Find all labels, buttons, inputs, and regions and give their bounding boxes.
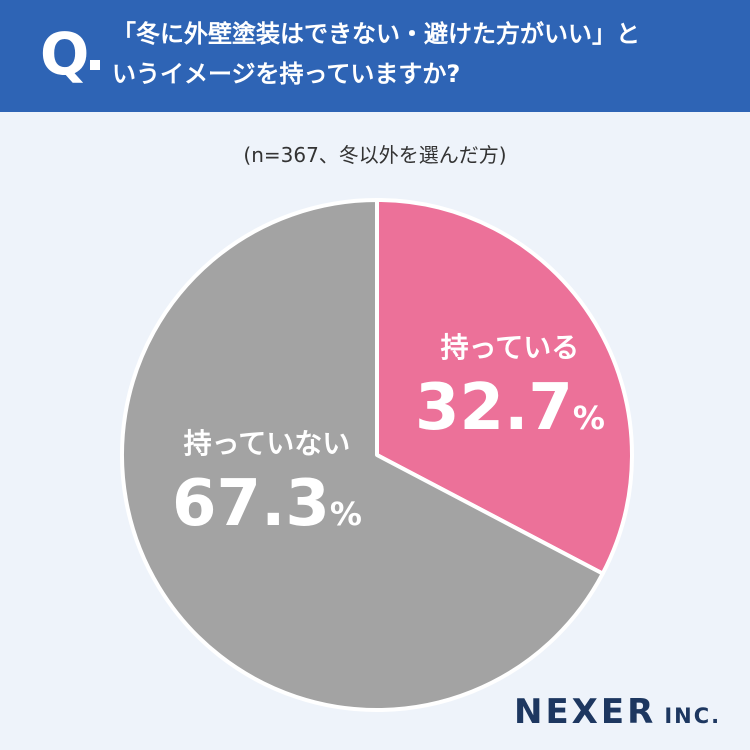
question-line-1: 「冬に外壁塗装はできない・避けた方がいい」と — [112, 20, 640, 48]
slice-label-not: 持っていない 67.3% — [172, 424, 362, 560]
slice-name-not: 持っていない — [183, 427, 351, 460]
q-dot — [90, 60, 100, 70]
nexer-logo: NEXER INC. — [514, 690, 721, 738]
pie-slice-have — [375, 198, 634, 576]
pie-slice-not — [120, 198, 605, 712]
question-line-2: いうイメージを持っていますか? — [112, 60, 461, 88]
slice-value-not: 67.3% — [172, 464, 362, 560]
slice-name-have: 持っている — [440, 331, 580, 364]
q-mark: Q — [40, 20, 90, 88]
slice-number-not: 67.3 — [172, 467, 330, 541]
logo-name: NEXER — [514, 692, 657, 732]
slice-unit-not: % — [329, 495, 362, 533]
question-header: Q 「冬に外壁塗装はできない・避けた方がいい」と いうイメージを持っていますか? — [0, 0, 750, 112]
slice-number-have: 32.7 — [415, 371, 573, 445]
slice-unit-have: % — [572, 399, 605, 437]
logo-suffix: INC. — [664, 704, 722, 728]
sample-note: (n=367、冬以外を選んだ方) — [243, 143, 507, 167]
slice-label-have: 持っている 32.7% — [415, 328, 605, 464]
question-text: 「冬に外壁塗装はできない・避けた方がいい」と いうイメージを持っていますか? — [112, 14, 737, 94]
slice-value-have: 32.7% — [415, 368, 605, 464]
